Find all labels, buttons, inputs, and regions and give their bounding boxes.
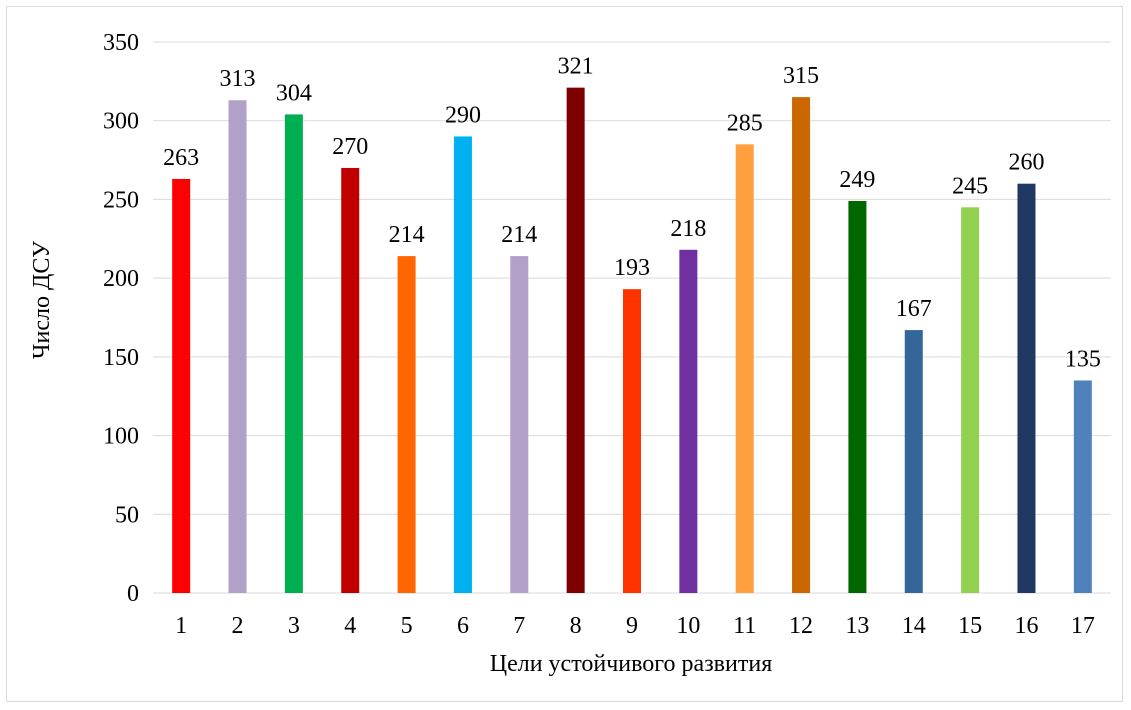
bars	[172, 87, 1092, 594]
value-label: 245	[952, 173, 988, 199]
bar-12	[792, 97, 811, 593]
x-tick-label: 17	[1071, 613, 1095, 639]
bar-14	[904, 330, 923, 593]
bar-6	[453, 136, 472, 593]
x-tick-label: 2	[232, 613, 244, 639]
value-label: 321	[558, 54, 594, 80]
bar-7	[510, 256, 529, 593]
y-tick-label: 200	[103, 266, 139, 292]
y-tick-label: 50	[115, 502, 139, 528]
value-label: 313	[220, 66, 256, 92]
x-tick-label: 9	[626, 613, 638, 639]
bar-8	[566, 87, 585, 593]
value-label: 270	[332, 134, 368, 160]
bar-1	[172, 178, 191, 593]
value-label: 167	[896, 296, 932, 322]
x-axis-title: Цели устойчивого развития	[490, 651, 772, 677]
bar-15	[961, 207, 980, 594]
value-label: 290	[445, 102, 481, 128]
y-tick-label: 250	[103, 187, 139, 213]
bar-13	[848, 201, 867, 593]
x-tick-label: 15	[958, 613, 982, 639]
value-label: 260	[1008, 150, 1044, 176]
y-tick-label: 350	[103, 30, 139, 56]
bar-11	[735, 144, 754, 594]
value-label: 285	[727, 110, 763, 136]
value-label: 249	[839, 167, 875, 193]
y-tick-label: 150	[103, 345, 139, 371]
bar-5	[397, 256, 416, 593]
x-tick-label: 1	[175, 613, 187, 639]
y-axis-ticks: 0 50 100 150 200 250 300 350	[103, 30, 139, 607]
x-tick-label: 8	[570, 613, 582, 639]
chart-frame	[6, 6, 1123, 702]
x-axis-ticks: 1 2 3 4 5 6 7 8 9 10 11 12 13 14 15 16 17	[175, 613, 1095, 639]
gridlines	[153, 41, 1111, 515]
x-tick-label: 6	[457, 613, 469, 639]
bar-2	[228, 100, 247, 594]
value-label: 304	[276, 80, 312, 106]
bar-4	[341, 167, 360, 593]
y-tick-label: 300	[103, 109, 139, 135]
value-label: 218	[670, 216, 706, 242]
x-tick-label: 11	[733, 613, 756, 639]
value-label: 193	[614, 255, 650, 281]
y-axis-title: Число ДСУ	[29, 241, 55, 359]
x-tick-label: 3	[288, 613, 300, 639]
y-tick-label: 100	[103, 424, 139, 450]
y-tick-label: 0	[127, 581, 139, 607]
bar-3	[284, 114, 303, 593]
x-tick-label: 5	[401, 613, 413, 639]
x-tick-label: 7	[513, 613, 525, 639]
bar-17	[1073, 380, 1092, 593]
x-tick-label: 12	[789, 613, 813, 639]
x-tick-label: 13	[845, 613, 869, 639]
value-labels: 263 313 304 270 214 290 214 321 193 218 285 315 249 1…	[163, 54, 1101, 373]
bar-16	[1017, 183, 1036, 593]
x-tick-label: 14	[902, 613, 926, 639]
x-tick-label: 4	[344, 613, 356, 639]
bar-10	[679, 249, 698, 593]
value-label: 214	[389, 222, 425, 248]
x-tick-label: 16	[1014, 613, 1038, 639]
x-tick-label: 10	[676, 613, 700, 639]
value-label: 263	[163, 145, 199, 171]
bar-9	[623, 289, 641, 593]
value-label: 214	[501, 222, 537, 248]
value-label: 315	[783, 63, 819, 89]
value-label: 135	[1065, 346, 1101, 372]
